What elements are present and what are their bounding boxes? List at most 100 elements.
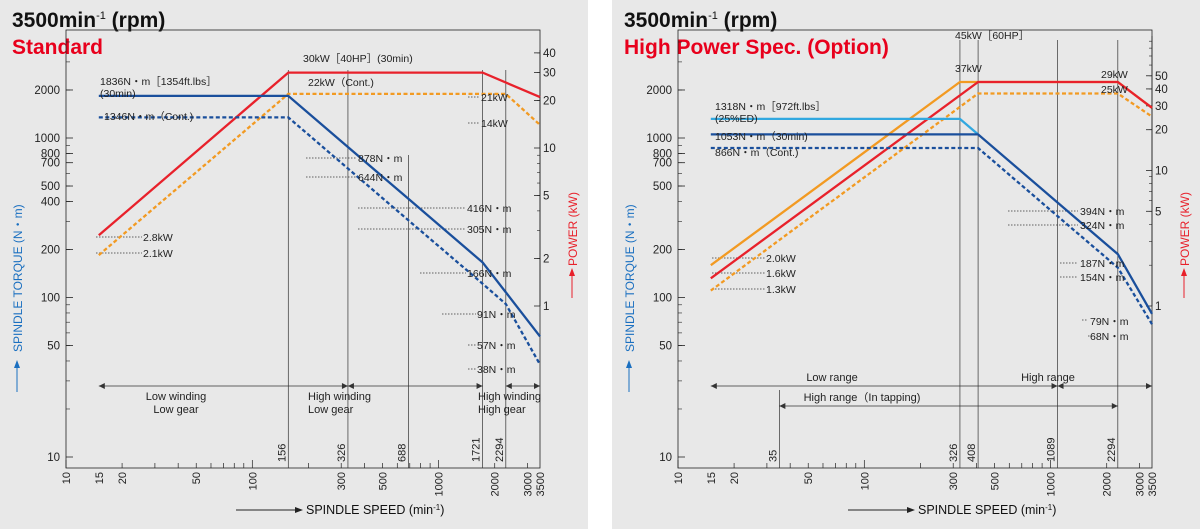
y-tick-label: 700: [653, 158, 672, 170]
value-annotation: 1.3kW: [766, 284, 796, 296]
title-superscript: -1: [96, 10, 106, 22]
range-arrow-right: [476, 383, 483, 389]
y-tick-label: 50: [47, 341, 60, 353]
range-arrow-left: [1057, 383, 1064, 389]
y2-axis-label: POWER (kW): [1178, 192, 1192, 266]
x-axis-arrow-head: [295, 507, 303, 513]
value-annotation: 57N・m: [477, 340, 516, 352]
chart-title: 3500min-1 (rpm): [12, 9, 165, 33]
speed-marker-label: 2294: [494, 438, 506, 462]
value-annotation: 866N・m（Cont.): [715, 147, 798, 159]
speed-marker-label: 2294: [1106, 438, 1118, 462]
y2-tick-label: 5: [1155, 206, 1161, 218]
x-tick-label: 50: [191, 472, 203, 484]
y-tick-label: 2000: [34, 85, 60, 97]
value-annotation: 29kW: [1101, 69, 1128, 81]
title-main: 3500min: [12, 9, 97, 32]
y2-tick-label: 50: [1155, 71, 1168, 83]
y-tick-label: 1000: [646, 133, 672, 145]
y-tick-label: 50: [659, 341, 672, 353]
range-arrow-right: [534, 383, 540, 389]
range-label: High gear: [478, 404, 526, 416]
value-annotation: 2.1kW: [143, 248, 173, 260]
range-arrow-left: [779, 403, 786, 409]
y-tick-label: 200: [653, 244, 672, 256]
y2-tick-label: 10: [543, 143, 556, 155]
range-label: High range: [1021, 372, 1075, 384]
value-annotation: 91N・m: [477, 309, 516, 321]
value-annotation: 2.0kW: [766, 253, 796, 265]
y2-tick-label: 20: [1155, 125, 1168, 137]
chart-subtitle: High Power Spec. (Option): [624, 36, 889, 59]
range-label: Low gear: [308, 404, 354, 416]
value-annotation: 25kW: [1101, 84, 1128, 96]
y-tick-label: 500: [653, 181, 672, 193]
value-annotation: 878N・m: [358, 153, 403, 165]
value-annotation: 154N・m: [1080, 272, 1125, 284]
y-axis-arrow-head: [626, 360, 632, 368]
power-series-line-1: [98, 71, 541, 237]
value-annotation: 37kW: [955, 63, 982, 75]
range-arrow-right: [1146, 383, 1152, 389]
y-tick-label: 100: [653, 293, 672, 305]
y-axis-arrow-head: [14, 360, 20, 368]
value-annotation: 187N・m: [1080, 258, 1125, 270]
value-annotation: 1053N・m（30min): [715, 131, 808, 143]
y2-tick-label: 1: [1155, 301, 1161, 313]
y2-tick-label: 20: [543, 95, 556, 107]
y-axis-label: SPINDLE TORQUE (N・m): [623, 204, 637, 352]
y2-tick-label: 2: [543, 253, 549, 265]
range-label: High winding: [478, 391, 541, 403]
value-annotation: 1.6kW: [766, 268, 796, 280]
chart-subtitle: Standard: [12, 36, 104, 59]
x-tick-label: 3500: [535, 472, 547, 496]
y2-tick-label: 10: [1155, 166, 1168, 178]
torque-series-line-4: [710, 117, 979, 136]
x-tick-label: 10: [61, 472, 73, 484]
speed-marker-label: 1721: [471, 438, 483, 462]
value-annotation: 394N・m: [1080, 206, 1125, 218]
range-label: Low winding: [146, 391, 207, 403]
value-annotation: 38N・m: [477, 364, 516, 376]
y2-tick-label: 40: [543, 48, 556, 60]
x-tick-label: 300: [336, 472, 348, 490]
x-tick-label: 20: [729, 472, 741, 484]
y-tick-label: 10: [47, 452, 60, 464]
x-tick-label: 20: [117, 472, 129, 484]
speed-marker-label: 688: [396, 444, 408, 462]
x-axis-label: SPINDLE SPEED (min-1): [918, 503, 1056, 517]
x-axis-arrow-head: [907, 507, 915, 513]
range-arrow-right: [1111, 403, 1118, 409]
y-tick-label: 400: [41, 196, 60, 208]
value-annotation: 68N・m: [1090, 331, 1129, 343]
value-annotation: (30min): [100, 88, 136, 100]
x-tick-label: 300: [948, 472, 960, 490]
range-label: Low gear: [153, 404, 199, 416]
title-suffix: (rpm): [105, 9, 166, 32]
value-annotation: 1318N・m［972ft.lbs］: [715, 101, 826, 113]
x-tick-label: 3000: [1135, 472, 1147, 496]
range-arrow-left: [710, 383, 717, 389]
x-tick-label: 1000: [1046, 472, 1058, 496]
y2-tick-label: 30: [543, 68, 556, 80]
x-tick-label: 2000: [490, 472, 502, 496]
y-tick-label: 500: [41, 181, 60, 193]
torque-series-line-3: [98, 94, 541, 338]
chart-panel-high-power: 3500min-1 (rpm) High Power Spec. (Option…: [612, 0, 1200, 529]
value-annotation: 166N・m: [467, 268, 512, 280]
value-annotation: 22kW（Cont.): [308, 77, 374, 89]
y-tick-label: 800: [653, 148, 672, 160]
x-tick-label: 100: [247, 472, 259, 490]
x-tick-label: 10: [673, 472, 685, 484]
speed-marker-label: 326: [336, 444, 348, 462]
range-arrow-left: [98, 383, 105, 389]
torque-series-line-4: [98, 116, 542, 366]
y-tick-label: 10: [659, 452, 672, 464]
power-series-line-2: [710, 80, 1153, 280]
y2-tick-label: 30: [1155, 101, 1168, 113]
value-annotation: 305N・m: [467, 224, 512, 236]
x-axis-label: SPINDLE SPEED (min-1): [306, 503, 444, 517]
value-annotation: 21kW: [481, 92, 508, 104]
x-tick-label: 15: [94, 472, 106, 484]
y2-tick-label: 5: [543, 191, 549, 203]
